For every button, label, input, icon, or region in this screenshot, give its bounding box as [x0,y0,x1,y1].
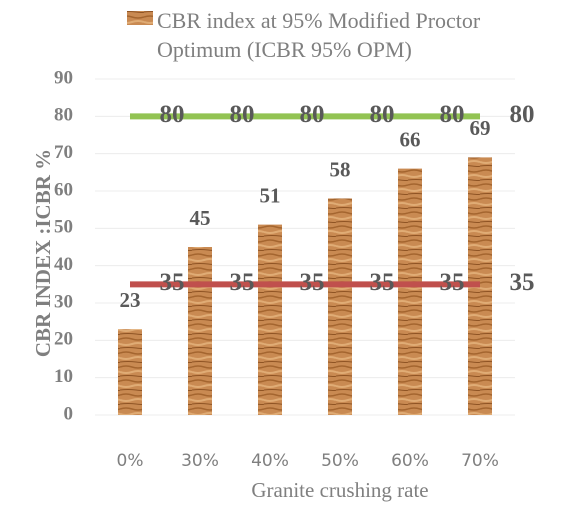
y-tick-label: 70 [54,142,73,163]
y-tick-label: 20 [54,329,73,350]
y-tick-label: 60 [54,179,73,200]
x-tick-label: 60% [391,451,429,471]
x-tick-label: 0% [117,451,144,471]
bar [398,168,422,415]
value-label: 80 [370,101,395,128]
value-label: 35 [510,269,535,296]
value-label: 35 [370,269,395,296]
value-label: 80 [510,101,535,128]
value-label: 80 [160,101,185,128]
y-tick-label: 90 [54,67,73,88]
value-label: 80 [300,101,325,128]
legend-label: CBR index at 95% Modified Proctor Optimu… [157,8,481,62]
bar [118,329,142,415]
x-tick-label: 30% [181,451,219,471]
y-tick-label: 30 [54,291,73,312]
value-label: 80 [440,101,465,128]
value-label: 66 [400,127,421,151]
y-tick-label: 80 [54,105,73,126]
value-label: 35 [230,269,255,296]
value-label: 23 [120,288,141,312]
legend-swatch [127,11,153,25]
y-tick-label: 50 [54,217,73,238]
y-tick-label: 10 [54,366,73,387]
bar [328,198,352,415]
bar [258,224,282,415]
x-tick-label: 70% [461,451,499,471]
value-label: 35 [160,269,185,296]
value-label: 58 [330,157,351,181]
x-tick-label: 50% [321,451,359,471]
y-tick-label: 0 [64,403,74,424]
value-label: 45 [190,206,211,230]
y-axis-title: CBR INDEX :ICBR % [31,149,55,357]
x-tick-label: 40% [251,451,289,471]
x-axis-title: Granite crushing rate [251,478,428,502]
y-tick-label: 40 [54,254,73,275]
value-label: 69 [470,116,491,140]
bar [188,247,212,415]
value-label: 51 [260,183,281,207]
value-label: 35 [300,269,325,296]
value-label: 80 [230,101,255,128]
value-label: 35 [440,269,465,296]
